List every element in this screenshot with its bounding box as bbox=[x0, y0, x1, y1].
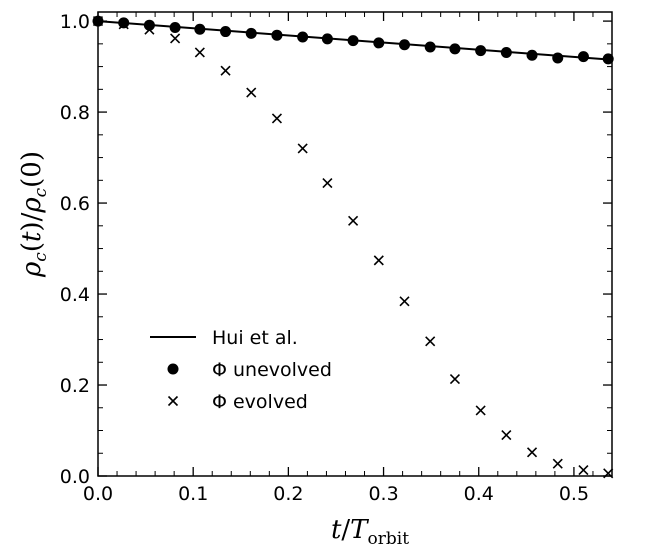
y-tick-label: 0.8 bbox=[60, 102, 90, 124]
point-evolved bbox=[144, 24, 155, 35]
chart-marks bbox=[92, 15, 614, 479]
point-evolved bbox=[373, 255, 384, 266]
point-unevolved bbox=[297, 31, 309, 43]
point-unevolved bbox=[424, 41, 436, 53]
point-evolved bbox=[246, 87, 257, 98]
tick-labels: 0.0 0.1 0.2 0.3 0.4 0.5 0.0 0.2 0.4 0.6 0.8 1.0 bbox=[60, 11, 589, 505]
point-unevolved bbox=[271, 29, 283, 41]
point-unevolved bbox=[220, 26, 232, 38]
point-evolved bbox=[501, 429, 512, 441]
y-tick-label: 0.0 bbox=[60, 466, 90, 488]
point-unevolved bbox=[118, 17, 130, 29]
point-unevolved bbox=[373, 37, 385, 49]
axis-ticks bbox=[97, 12, 612, 477]
point-evolved bbox=[526, 447, 538, 458]
point-evolved bbox=[425, 336, 436, 347]
point-evolved bbox=[271, 113, 283, 124]
point-evolved bbox=[552, 458, 563, 469]
point-unevolved bbox=[245, 27, 257, 39]
point-unevolved bbox=[577, 51, 589, 63]
point-evolved bbox=[348, 215, 359, 226]
point-unevolved bbox=[602, 53, 614, 65]
legend-cross-icon bbox=[167, 395, 179, 407]
y-tick-label: 0.2 bbox=[60, 375, 90, 397]
point-evolved bbox=[399, 296, 410, 307]
x-tick-label: 0.5 bbox=[559, 483, 589, 505]
x-tick-label: 0.0 bbox=[83, 483, 113, 505]
point-evolved bbox=[118, 19, 129, 30]
point-evolved bbox=[322, 177, 333, 189]
point-unevolved bbox=[321, 33, 333, 45]
point-unevolved bbox=[398, 39, 410, 51]
point-evolved bbox=[449, 374, 461, 385]
point-evolved bbox=[297, 143, 308, 154]
point-unevolved bbox=[500, 46, 512, 58]
x-tick-label: 0.3 bbox=[368, 483, 398, 505]
point-unevolved bbox=[347, 35, 359, 47]
point-evolved bbox=[578, 465, 589, 476]
point-unevolved bbox=[526, 49, 538, 61]
y-tick-label: 0.4 bbox=[60, 284, 90, 306]
x-tick-label: 0.4 bbox=[464, 483, 494, 505]
legend-label: Φ evolved bbox=[212, 391, 308, 413]
x-tick-label: 0.2 bbox=[273, 483, 303, 505]
point-unevolved bbox=[194, 23, 206, 35]
point-evolved bbox=[220, 65, 231, 76]
x-tick-label: 0.1 bbox=[178, 483, 208, 505]
point-unevolved bbox=[169, 21, 181, 33]
x-axis-label: t/Torbit bbox=[331, 515, 409, 544]
y-tick-label: 0.6 bbox=[60, 193, 90, 215]
legend: Hui et al. Φ unevolved Φ evolved bbox=[150, 327, 332, 413]
point-evolved bbox=[475, 405, 486, 416]
legend-label: Φ unevolved bbox=[212, 359, 332, 381]
point-evolved bbox=[170, 33, 181, 44]
point-unevolved bbox=[449, 43, 461, 55]
plot-frame bbox=[97, 11, 613, 477]
legend-label: Hui et al. bbox=[212, 327, 298, 349]
y-tick-label: 1.0 bbox=[60, 11, 90, 33]
legend-circle-icon bbox=[167, 363, 179, 375]
y-axis-label: ρc(t)/ρc(0) bbox=[17, 151, 51, 278]
point-unevolved bbox=[552, 52, 564, 64]
point-evolved bbox=[194, 47, 205, 58]
point-unevolved bbox=[475, 45, 487, 57]
